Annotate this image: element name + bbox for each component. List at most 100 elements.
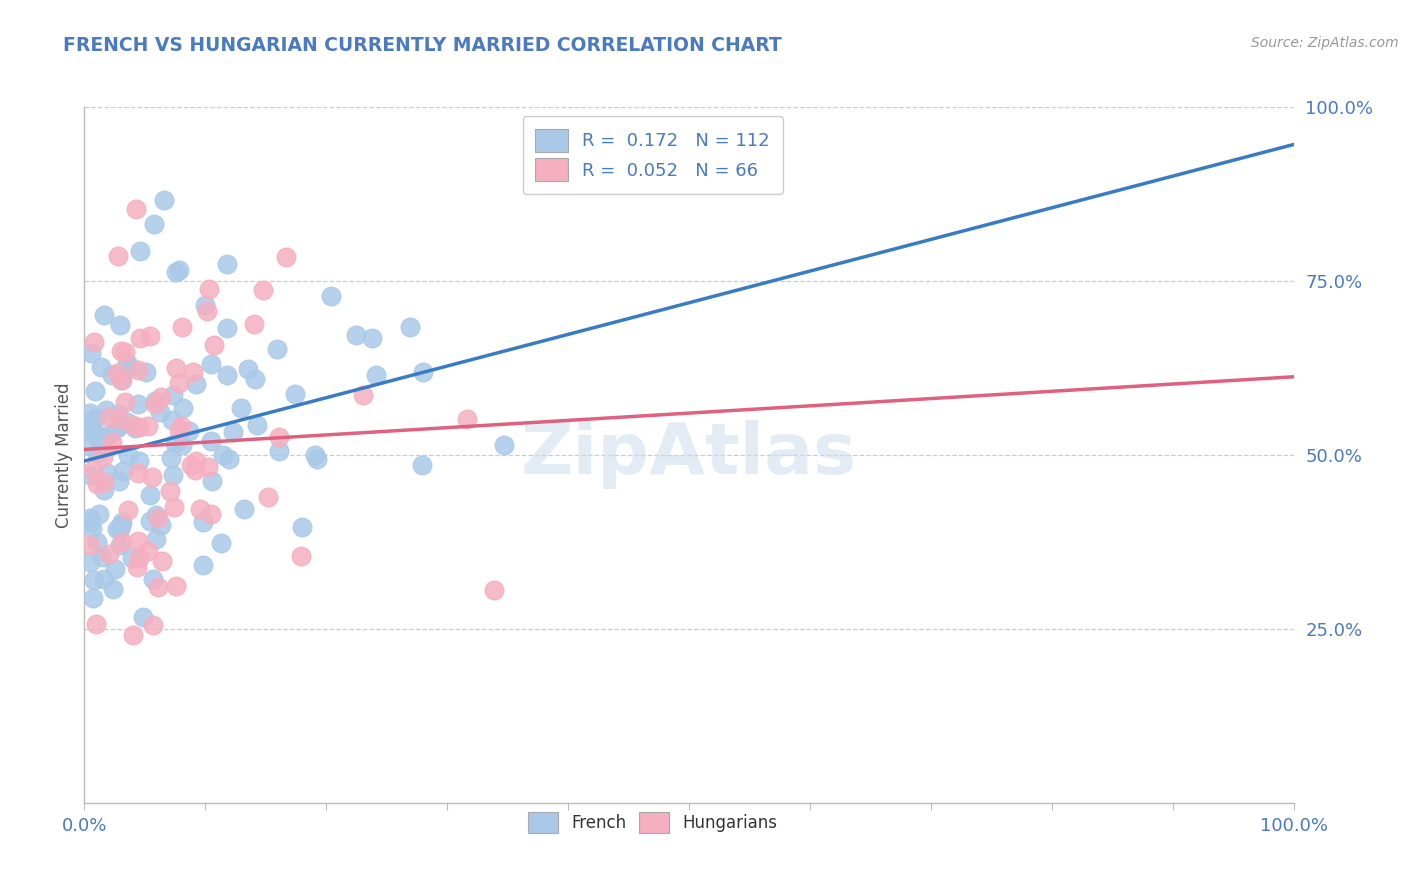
Point [82,463,104,477]
Point [125,560,148,574]
Point [80,516,103,530]
Point [103,582,125,597]
Point [110,518,132,533]
Point [201,474,224,488]
Point [184,377,207,392]
Point [98,548,121,562]
Point [90,360,112,375]
Point [145,508,167,522]
Point [94,429,117,443]
Point [82,591,104,605]
Point [96,466,118,480]
Point [256,491,278,505]
Point [172,401,194,416]
Point [121,551,143,566]
Point [129,331,152,345]
Point [127,363,149,377]
Point [141,469,163,483]
Point [110,522,132,536]
Point [159,484,181,499]
Point [142,618,165,632]
Point [107,522,129,536]
Point [193,558,215,573]
Point [170,320,193,334]
Point [353,388,375,402]
Point [118,359,141,374]
Point [195,304,218,318]
Point [117,356,139,370]
Point [188,502,211,516]
Point [194,298,217,312]
Point [87,508,110,522]
Point [146,510,169,524]
Point [79,425,101,440]
Point [111,516,134,530]
Point [165,265,187,279]
Point [233,501,256,516]
Point [163,436,186,450]
Point [79,468,101,483]
Point [139,488,162,502]
Point [105,421,128,435]
Point [456,412,478,426]
Point [84,384,107,398]
Point [91,450,114,464]
Point [84,410,107,425]
Point [184,453,207,467]
Point [180,458,202,472]
Point [229,401,252,415]
Point [165,579,187,593]
Point [127,534,149,549]
Point [162,468,184,483]
Point [290,549,312,564]
Point [128,454,150,468]
Point [364,368,387,382]
Point [163,500,186,515]
Point [94,440,117,454]
Point [162,413,184,427]
Point [117,503,139,517]
Point [184,463,207,477]
Point [179,425,201,439]
Legend: French, Hungarians: French, Hungarians [517,802,787,843]
Point [90,438,112,452]
Point [98,429,121,443]
Point [93,308,115,322]
Point [115,415,138,429]
Point [108,318,131,332]
Point [101,368,124,383]
Point [284,386,307,401]
Point [110,373,132,387]
Point [114,394,136,409]
Point [86,477,108,491]
Point [127,397,149,411]
Point [90,433,112,447]
Point [145,532,167,546]
Point [149,517,172,532]
Point [411,458,433,473]
Point [136,419,159,434]
Point [274,250,297,264]
Point [215,320,238,334]
Point [492,437,515,451]
Point [111,373,134,387]
Point [80,346,103,360]
Point [236,361,259,376]
Point [80,521,103,535]
Point [94,403,117,417]
Point [125,202,148,216]
Point [361,331,384,345]
Point [93,483,115,498]
Point [243,372,266,386]
Point [246,417,269,432]
Point [209,536,232,550]
Point [98,409,121,424]
Point [80,422,103,436]
Point [146,580,169,594]
Point [149,390,172,404]
Point [160,450,183,465]
Point [267,443,290,458]
Point [139,329,162,343]
Point [79,422,101,436]
Point [93,572,115,586]
